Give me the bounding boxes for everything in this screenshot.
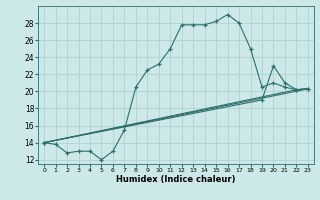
X-axis label: Humidex (Indice chaleur): Humidex (Indice chaleur) (116, 175, 236, 184)
